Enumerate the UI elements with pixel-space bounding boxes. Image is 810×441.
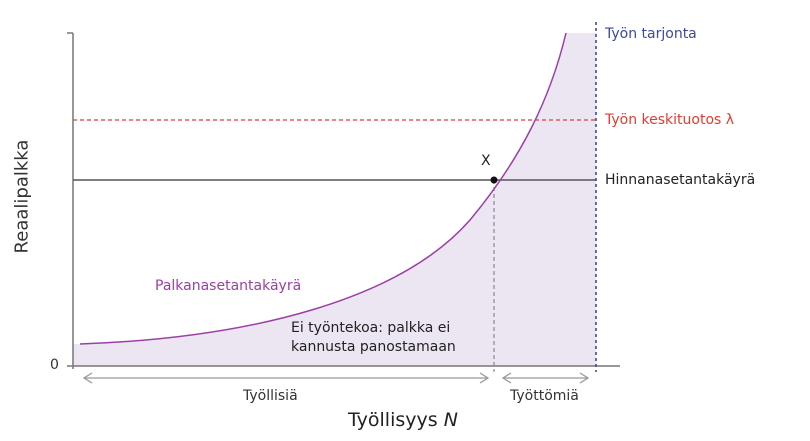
labor-supply-label: Työn tarjonta xyxy=(605,26,697,42)
x-axis-label-text: Työllisyys xyxy=(348,409,438,431)
point-x-label: X xyxy=(481,153,491,169)
unemployed-label: Työttömiä xyxy=(510,388,579,404)
avg-product-label: Työn keskituotos λ xyxy=(605,112,735,128)
no-effort-region xyxy=(73,33,596,366)
x-axis-label: Työllisyys N xyxy=(348,409,458,431)
wage-setting-label: Palkanasetantakäyrä xyxy=(155,278,302,294)
unemployed-bracket xyxy=(501,372,590,384)
price-setting-label: Hinnanasetantakäyrä xyxy=(605,172,756,188)
employed-bracket xyxy=(82,372,490,384)
y-zero-tick-label: 0 xyxy=(50,357,59,373)
y-axis-label: Reaalipalkka xyxy=(11,139,33,254)
x-axis-variable: N xyxy=(443,409,458,431)
employed-label: Työllisiä xyxy=(243,388,298,404)
region-label-line2: kannusta panostamaan xyxy=(291,339,456,355)
region-label-line1: Ei työntekoa: palkka ei xyxy=(291,320,451,336)
equilibrium-point xyxy=(490,176,498,184)
wage-setting-curve xyxy=(79,32,567,345)
